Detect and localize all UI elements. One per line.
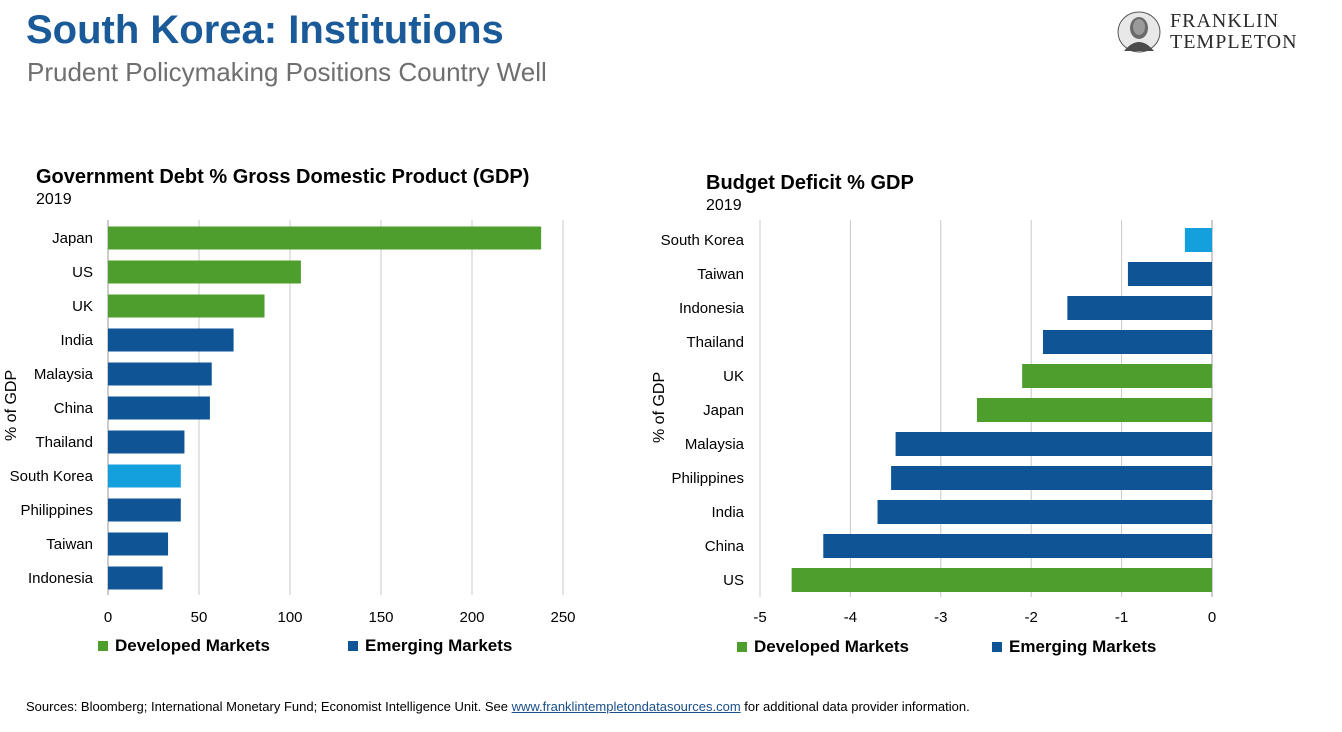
bar-south-korea — [108, 464, 181, 488]
legend-emerging-debt: Emerging Markets — [348, 636, 512, 656]
bar-uk — [108, 294, 265, 318]
bar-south-korea — [1184, 228, 1212, 252]
bar-indonesia — [1067, 296, 1212, 320]
legend-label-developed: Developed Markets — [115, 636, 270, 655]
legend-swatch-emerging — [348, 641, 358, 651]
x-tick-label: 200 — [459, 609, 484, 626]
chart-subtitle-deficit: 2019 — [706, 197, 742, 214]
category-label: US — [723, 572, 744, 589]
bar-malaysia — [108, 362, 212, 386]
bar-china — [108, 396, 210, 420]
category-label: Malaysia — [685, 436, 745, 453]
bar-taiwan — [1127, 262, 1212, 286]
bar-thailand — [108, 430, 185, 454]
sources-footnote: Sources: Bloomberg; International Moneta… — [26, 699, 970, 714]
legend-swatch-emerging — [992, 642, 1002, 652]
chart-subtitle-debt: 2019 — [36, 191, 72, 208]
x-tick-label: -2 — [1025, 609, 1038, 626]
x-tick-label: 150 — [368, 609, 393, 626]
category-label: Indonesia — [679, 300, 745, 317]
x-tick-label: -1 — [1115, 609, 1128, 626]
x-tick-label: -3 — [934, 609, 947, 626]
legend-label-emerging: Emerging Markets — [1009, 637, 1157, 656]
category-label: Japan — [703, 402, 744, 419]
page-subtitle: Prudent Policymaking Positions Country W… — [27, 57, 547, 87]
category-label: South Korea — [661, 232, 745, 249]
footnote-suffix: for additional data provider information… — [740, 699, 970, 714]
category-label: US — [72, 264, 93, 281]
bar-india — [108, 328, 234, 352]
x-tick-label: 0 — [1208, 609, 1216, 626]
legend-emerging-deficit: Emerging Markets — [992, 637, 1156, 657]
bar-taiwan — [108, 532, 169, 556]
bar-philippines — [891, 466, 1212, 490]
category-label: China — [54, 400, 94, 417]
legend-swatch-developed — [737, 642, 747, 652]
bar-indonesia — [108, 566, 163, 590]
footnote-prefix: Sources: Bloomberg; International Moneta… — [26, 699, 512, 714]
legend-developed-debt: Developed Markets — [98, 636, 270, 656]
x-tick-label: 250 — [550, 609, 575, 626]
deficit-bar-chart: South Korea Taiwan Indonesia Thailand UK Japa… — [661, 220, 1216, 626]
category-label: Thailand — [35, 434, 93, 451]
category-label: China — [705, 538, 745, 555]
category-label: UK — [72, 298, 93, 315]
x-tick-label: 50 — [191, 609, 208, 626]
category-label: Malaysia — [34, 366, 94, 383]
legend-swatch-developed — [98, 641, 108, 651]
x-tick-label: -5 — [753, 609, 766, 626]
chart-title-debt: Government Debt % Gross Domestic Product… — [36, 166, 530, 188]
category-label: Thailand — [686, 334, 744, 351]
bar-us — [108, 260, 301, 284]
chart-title-deficit: Budget Deficit % GDP — [706, 172, 914, 194]
debt-bar-chart: Japan US UK India Malaysia China Thailand South… — [10, 220, 576, 626]
bar-china — [823, 534, 1212, 558]
logo-text-franklin: FRANKLIN — [1170, 10, 1280, 32]
category-label: Taiwan — [46, 536, 93, 553]
legend-label-developed: Developed Markets — [754, 637, 909, 656]
category-label: Taiwan — [697, 266, 744, 283]
x-tick-label: 100 — [277, 609, 302, 626]
category-label: India — [711, 504, 744, 521]
bar-india — [877, 500, 1212, 524]
franklin-templeton-logo: FRANKLIN TEMPLETON — [1116, 9, 1316, 55]
x-tick-label: 0 — [104, 609, 112, 626]
bar-malaysia — [895, 432, 1212, 456]
category-label: Japan — [52, 230, 93, 247]
data-sources-link[interactable]: www.franklintempletondatasources.com — [511, 699, 741, 714]
category-label: South Korea — [10, 468, 94, 485]
bar-japan — [108, 226, 542, 250]
legend-label-emerging: Emerging Markets — [365, 636, 513, 655]
bar-uk — [1022, 364, 1212, 388]
legend-developed-deficit: Developed Markets — [737, 637, 909, 657]
page-title: South Korea: Institutions — [26, 8, 504, 52]
logo-text-templeton: TEMPLETON — [1170, 31, 1298, 53]
bar-philippines — [108, 498, 181, 522]
bar-japan — [976, 398, 1212, 422]
category-label: Indonesia — [28, 570, 94, 587]
category-label: India — [60, 332, 93, 349]
category-label: UK — [723, 368, 744, 385]
category-label: Philippines — [671, 470, 744, 487]
category-label: Philippines — [20, 502, 93, 519]
bar-thailand — [1042, 330, 1212, 354]
franklin-portrait-icon — [1117, 11, 1161, 53]
x-tick-label: -4 — [844, 609, 857, 626]
bar-us — [791, 568, 1212, 592]
